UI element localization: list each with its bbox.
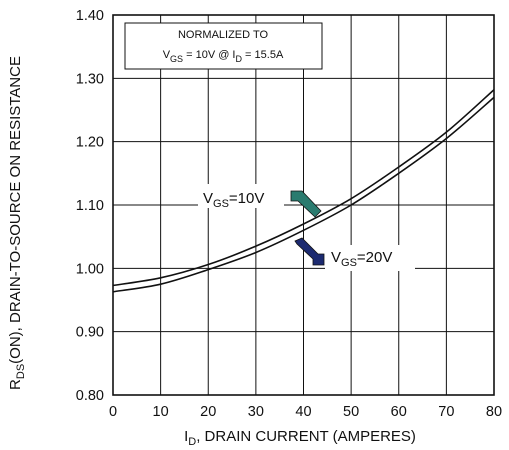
vgs20-label-bg	[325, 245, 415, 271]
vgs10-label-group: VGS=10V	[198, 184, 322, 218]
x-tick-label-2: 20	[200, 404, 216, 420]
y-axis-label-rest: (ON), DRAIN-TO-SOURCE ON RESISTANCE	[7, 56, 24, 364]
plot-frame	[112, 14, 495, 396]
note-mid-text: = 10V @ I	[183, 49, 235, 61]
vgs10-label-rest: =10V	[229, 190, 264, 207]
x-axis-label-sub: D	[188, 436, 196, 448]
note-box	[124, 22, 323, 70]
x-axis-label: ID, DRAIN CURRENT (AMPERES)	[184, 428, 416, 448]
normalization-note: NORMALIZED TO VGS = 10V @ ID = 15.5A	[124, 22, 323, 70]
y-axis-label-sub: DS	[15, 364, 27, 379]
x-tick-label-6: 60	[391, 404, 407, 420]
x-tick-label-5: 50	[343, 404, 359, 420]
y-axis-label: RDS(ON), DRAIN-TO-SOURCE ON RESISTANCE	[7, 56, 27, 390]
note-line-1: NORMALIZED TO	[178, 29, 268, 41]
y-tick-label-2: 1.00	[76, 261, 104, 277]
x-axis-label-main: I	[184, 428, 188, 445]
note-id-sub: D	[236, 54, 243, 64]
x-tick-label-8: 80	[486, 404, 502, 420]
plot-border	[112, 14, 495, 396]
x-axis-label-rest: , DRAIN CURRENT (AMPERES)	[196, 428, 416, 445]
x-tick-label-1: 10	[153, 404, 169, 420]
note-vgs-v: V	[163, 49, 171, 61]
x-tick-labels: 0 10 20 30 40 50 60 70 80	[109, 404, 502, 420]
curves	[112, 89, 495, 293]
y-tick-label-3: 1.10	[76, 198, 104, 214]
x-tick-label-0: 0	[109, 404, 117, 420]
vgs10-label-sub: GS	[213, 198, 229, 210]
note-id-value: = 15.5A	[242, 49, 284, 61]
y-tick-labels: 0.80 0.90 1.00 1.10 1.20 1.30 1.40	[76, 8, 104, 404]
vgs20-label-group: VGS=20V	[294, 237, 415, 271]
vgs10-label-v: V	[203, 190, 213, 207]
vgs20-label-v: V	[331, 249, 341, 266]
y-tick-label-6: 1.40	[76, 8, 104, 24]
y-axis-label-main: R	[7, 379, 24, 390]
note-vgs-sub: GS	[170, 54, 183, 64]
vgs10-label-bg	[198, 184, 284, 208]
x-tick-label-3: 30	[248, 404, 264, 420]
vgs20-arrow-icon	[294, 237, 325, 266]
y-tick-label-4: 1.20	[76, 135, 104, 151]
x-tick-label-4: 40	[295, 404, 311, 420]
x-tick-label-7: 70	[438, 404, 454, 420]
curve-vgs-10v	[112, 89, 495, 287]
vgs10-label: VGS=10V	[203, 190, 264, 210]
y-tick-label-1: 0.90	[76, 325, 104, 341]
curve-vgs-20v	[112, 96, 495, 293]
note-line-2: VGS = 10V @ ID = 15.5A	[163, 49, 284, 64]
vgs20-label-sub: GS	[341, 257, 357, 269]
vgs20-label: VGS=20V	[331, 249, 392, 269]
y-tick-label-5: 1.30	[76, 71, 104, 87]
vgs10-arrow-icon	[290, 190, 322, 218]
vgs20-label-rest: =20V	[357, 249, 392, 266]
y-tick-label-0: 0.80	[76, 388, 104, 404]
